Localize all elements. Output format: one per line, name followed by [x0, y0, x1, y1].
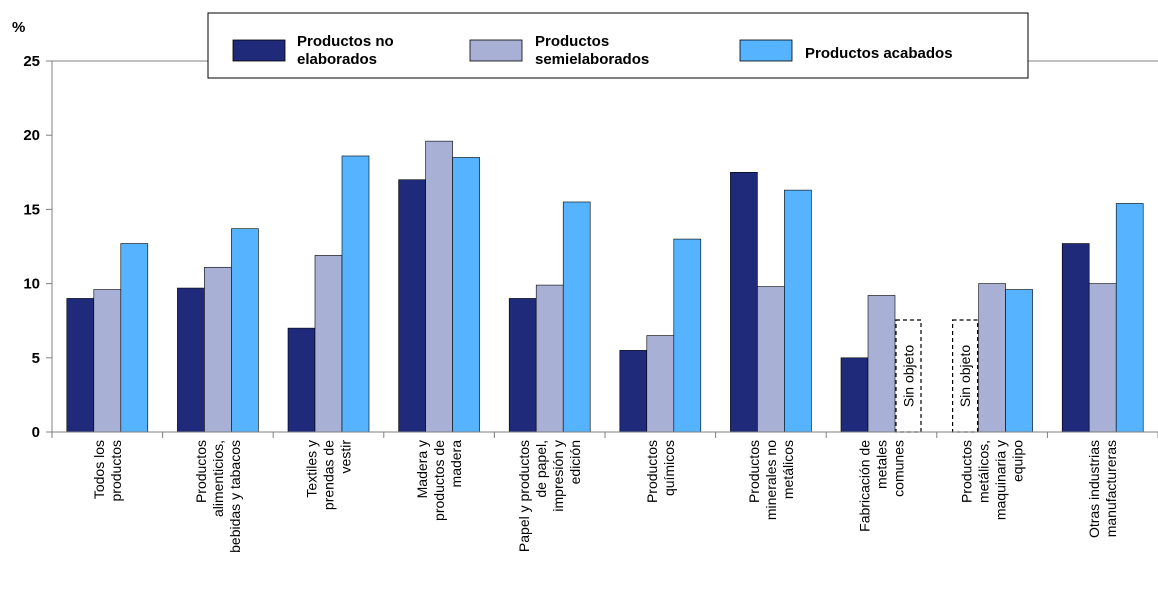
category-label: Productos [959, 440, 975, 503]
bar-1 [730, 172, 758, 433]
bar-1 [1061, 243, 1090, 433]
category-label: comunes [891, 440, 907, 497]
bar-3 [1005, 289, 1033, 433]
bar-3 [120, 243, 149, 433]
y-tick-label: 25 [23, 53, 40, 70]
category-label: edición [567, 440, 583, 484]
bar-2 [1088, 283, 1117, 433]
legend-label: Productos [535, 33, 609, 50]
legend-swatch-2 [469, 39, 523, 62]
category-label: Papel y productos [516, 440, 532, 552]
bar-1 [840, 357, 869, 433]
bar-2 [867, 295, 896, 433]
category-label: productos de [431, 440, 447, 521]
bar-3 [341, 155, 370, 433]
category-labels: Todos los productos Productos alimenticios,… [91, 440, 1119, 553]
category-label: productos [108, 440, 124, 501]
bar-1 [619, 350, 648, 433]
category-label: minerales no [763, 440, 779, 520]
bar-3 [673, 238, 702, 433]
category-label: metálicos [780, 440, 796, 499]
bar-1 [66, 298, 95, 433]
y-axis-ticks: 0 5 10 15 20 25 [23, 53, 52, 441]
bar-3 [231, 228, 259, 433]
bar-1 [508, 298, 537, 433]
bar-3 [1115, 203, 1144, 433]
bar-2 [646, 335, 675, 433]
category-label: químicos [661, 440, 677, 496]
y-tick-label: 15 [23, 201, 40, 218]
legend-swatch-3 [739, 39, 793, 62]
category-label: equipo [1010, 440, 1026, 482]
y-tick-label: 5 [32, 350, 40, 367]
sin-objeto-label: Sin objeto [901, 345, 917, 407]
bar-3 [562, 201, 591, 433]
category-label: prendas de [321, 440, 337, 510]
y-tick-label: 20 [23, 127, 40, 144]
bar-2 [757, 286, 785, 433]
y-tick-label: 0 [32, 424, 40, 441]
category-label: Madera y [414, 440, 430, 498]
bars [66, 140, 1144, 433]
category-label: metálicos, [976, 440, 992, 503]
y-tick-label: 10 [23, 276, 40, 293]
legend-label: elaborados [297, 51, 377, 68]
bar-2 [425, 140, 453, 433]
bar-3 [784, 189, 812, 433]
bar-1 [177, 287, 205, 433]
category-label: Productos [193, 440, 209, 503]
bar-3 [452, 157, 480, 433]
category-label: Todos los [91, 440, 107, 499]
bar-1 [287, 327, 316, 433]
legend-box [207, 12, 1029, 79]
bar-1 [398, 179, 426, 433]
legend-label: Productos acabados [805, 45, 953, 62]
y-axis-label: % [12, 19, 25, 36]
legend-label: Productos no [297, 33, 394, 50]
category-label: Fabricación de [857, 440, 873, 532]
category-label: bebidas y tabacos [227, 440, 243, 553]
bar-2 [978, 283, 1006, 433]
category-label: metales [874, 440, 890, 489]
category-label: alimenticios, [210, 440, 226, 517]
category-label: manufactureras [1103, 440, 1119, 537]
category-label: maquinaria y [993, 440, 1009, 520]
category-label: Productos [746, 440, 762, 503]
category-label: de papel, [533, 440, 549, 498]
category-label: Productos [644, 440, 660, 503]
category-label: vestir [338, 440, 354, 474]
bar-2 [535, 284, 564, 433]
bar-2 [93, 289, 122, 433]
category-label: impresión y [550, 440, 566, 512]
category-label: madera [448, 440, 464, 488]
sin-objeto-label: Sin objeto [957, 345, 973, 407]
category-label: Otras industrias [1086, 440, 1102, 538]
bar-2 [314, 255, 343, 433]
legend-swatch-1 [232, 39, 286, 62]
legend-label: semielaborados [535, 51, 649, 68]
annotations: Sin objeto Sin objeto [895, 319, 979, 433]
bar-2 [204, 266, 232, 433]
category-label: Textiles y [304, 440, 320, 498]
